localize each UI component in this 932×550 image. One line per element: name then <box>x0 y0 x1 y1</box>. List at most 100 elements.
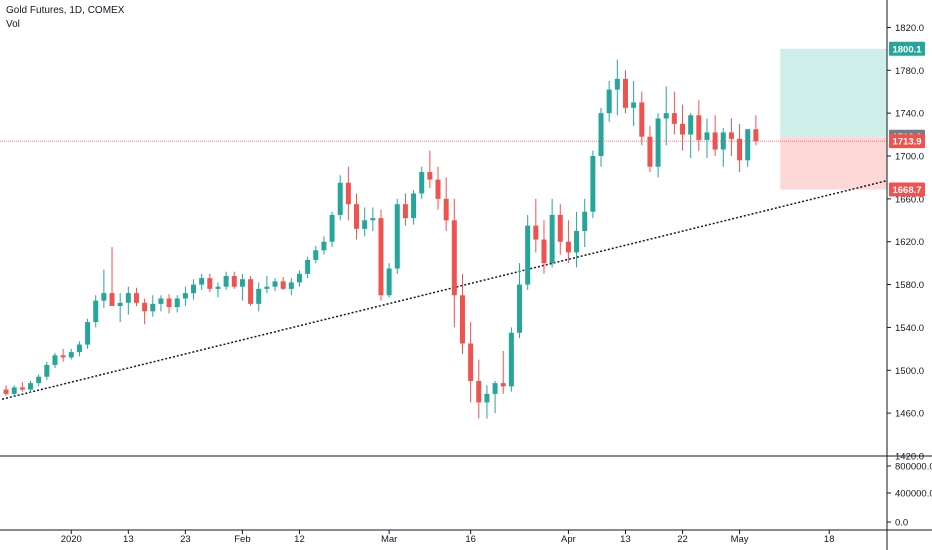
candle-body <box>370 218 376 221</box>
loss-zone <box>780 136 887 190</box>
candle-body <box>60 355 66 358</box>
chart-legend: Gold Futures, 1D, COMEX Vol <box>6 4 124 32</box>
candle-body <box>639 102 645 137</box>
candle-body <box>142 302 148 312</box>
price-label-box <box>889 41 925 56</box>
candle-body <box>256 288 262 304</box>
candle-body <box>712 132 718 150</box>
candle-body <box>435 179 441 199</box>
position-zones <box>780 48 887 190</box>
candle-body <box>443 198 449 221</box>
candle-body <box>411 193 417 219</box>
candle-body <box>427 172 433 180</box>
candle-body <box>525 225 531 285</box>
candle-body <box>19 387 25 390</box>
candle-body <box>313 250 319 260</box>
time-tick-label: 16 <box>465 534 476 545</box>
candle-body <box>655 118 661 167</box>
candle-body <box>362 220 368 229</box>
candle-body <box>753 129 759 142</box>
time-tick-label: 13 <box>123 534 134 545</box>
price-tick-label: 1820.0 <box>895 23 924 34</box>
price-label-box <box>889 134 925 149</box>
candle-body <box>451 220 457 296</box>
volume-tick-label: 800000.0 <box>895 462 932 473</box>
candle-body <box>101 293 107 301</box>
candle-body <box>239 279 245 287</box>
candle-body <box>280 281 286 289</box>
time-tick-label: 13 <box>620 534 631 545</box>
candle-body <box>248 279 254 304</box>
candle-body <box>582 211 588 231</box>
candle-body <box>109 293 115 306</box>
candle-body <box>231 276 237 287</box>
price-tick-label: 1500.0 <box>895 366 924 377</box>
candle-body <box>492 383 498 394</box>
candle-body <box>117 302 123 306</box>
candle-body <box>272 281 278 287</box>
candle-body <box>517 284 523 333</box>
candle-body <box>688 115 694 135</box>
candle-body <box>476 381 482 403</box>
time-tick-label: 18 <box>824 534 835 545</box>
candle-body <box>191 284 197 294</box>
candle-body <box>93 300 99 323</box>
volume-tick-label: 400000.0 <box>895 489 932 500</box>
price-label-box <box>889 182 925 197</box>
price-tick-label: 1620.0 <box>895 237 924 248</box>
candle-body <box>52 355 58 365</box>
candle-body <box>36 376 42 384</box>
price-tick-label: 1780.0 <box>895 66 924 77</box>
candle-body <box>745 129 751 161</box>
price-label: 1668.7 <box>892 185 921 196</box>
candle-body <box>28 383 34 390</box>
candle-body <box>11 387 17 394</box>
candle-body <box>215 286 221 289</box>
time-tick-label: 12 <box>294 534 305 545</box>
candle-body <box>133 293 139 303</box>
candle-body <box>3 389 9 394</box>
candle-body <box>631 102 637 108</box>
candle-body <box>508 332 514 387</box>
symbol-title: Gold Futures, 1D, COMEX <box>6 5 125 16</box>
candle-body <box>305 259 311 274</box>
candle-body <box>158 298 164 304</box>
time-tick-label: Mar <box>381 534 397 545</box>
price-tick-label: 1580.0 <box>895 280 924 291</box>
candle-body <box>484 393 490 403</box>
time-tick-label: 2020 <box>61 534 82 545</box>
candle-body <box>614 78 620 90</box>
candle-body <box>468 343 474 381</box>
candle-body <box>500 383 506 387</box>
candle-body <box>606 89 612 114</box>
candle-body <box>44 364 50 377</box>
price-tick-label: 1420.0 <box>895 452 924 463</box>
candle-body <box>394 204 400 269</box>
candle-body <box>288 282 294 289</box>
candle-body <box>85 322 91 345</box>
time-tick-label: Feb <box>234 534 250 545</box>
candle-body <box>704 132 710 140</box>
candle-body <box>378 218 384 296</box>
time-tick-label: May <box>731 534 749 545</box>
volume-label: Vol <box>6 19 20 30</box>
time-tick-label: 22 <box>677 534 688 545</box>
candle-body <box>696 115 702 140</box>
candle-body <box>264 286 270 289</box>
candle-body <box>680 123 686 135</box>
price-label: 1713.9 <box>892 137 921 148</box>
time-tick-label: 23 <box>180 534 191 545</box>
candle-body <box>622 78 628 108</box>
candle-body <box>321 241 327 251</box>
candle-body <box>647 136 653 167</box>
candle-body <box>737 138 743 161</box>
candle-body <box>354 204 360 229</box>
candle-body <box>182 293 188 299</box>
candle-body <box>728 132 734 139</box>
candle-body <box>549 214 555 264</box>
price-label: 1800.1 <box>892 44 922 55</box>
candle-body <box>557 214 563 242</box>
